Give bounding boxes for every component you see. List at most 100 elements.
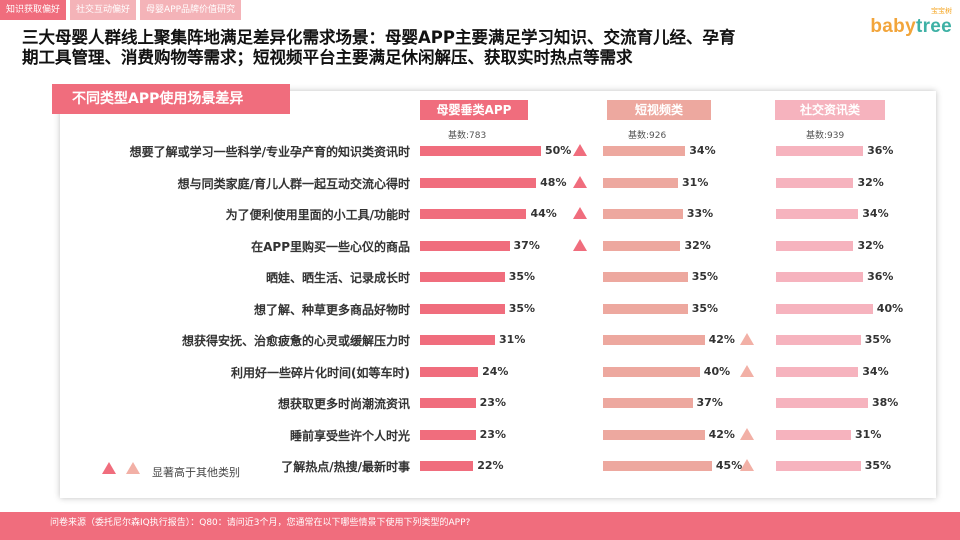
page-title: 三大母婴人群线上聚集阵地满足差异化需求场景：母婴APP主要满足学习知识、交流育儿…	[22, 28, 822, 68]
significance-triangle-icon	[740, 333, 754, 345]
bar	[776, 461, 861, 471]
series-base-2: 基数:939	[806, 131, 845, 141]
value-label: 40%	[876, 301, 904, 315]
legend-triangle-dark-icon	[102, 462, 116, 474]
bar	[420, 398, 476, 408]
value-label: 50%	[545, 144, 572, 157]
value-label: 24%	[482, 364, 509, 378]
value-label: 37%	[696, 396, 723, 409]
significance-triangle-icon	[573, 207, 587, 219]
value-label: 44%	[530, 207, 557, 220]
significance-triangle-icon	[573, 175, 587, 188]
row-label: 在APP里购买一些心仪的商品	[251, 239, 410, 254]
legend-text: 显著高于其他类别	[152, 466, 240, 479]
value-label: 31%	[682, 175, 709, 189]
bar	[776, 335, 861, 345]
series-header-1: 短视频类	[607, 100, 711, 120]
value-label: 35%	[691, 270, 719, 283]
value-label: 38%	[871, 396, 899, 409]
bar	[420, 335, 496, 345]
row-label: 想要了解或学习一些科学/专业孕产育的知识类资讯时	[129, 145, 410, 159]
top-tabs: 知识获取偏好 社交互动偏好 母婴APP品牌价值研究	[0, 0, 245, 20]
row-label: 想了解、种草更多商品好物时	[253, 302, 410, 317]
tab-social[interactable]: 社交互动偏好	[70, 0, 137, 20]
bar	[420, 303, 505, 314]
bar	[776, 272, 864, 282]
tab-brand-value[interactable]: 母婴APP品牌价值研究	[140, 0, 242, 20]
bar	[603, 366, 700, 377]
value-label: 40%	[703, 364, 731, 378]
value-label: 32%	[857, 238, 884, 252]
value-label: 34%	[862, 207, 889, 220]
row-label: 想获得安抚、治愈疲惫的心灵或缓解压力时	[181, 334, 410, 348]
significance-triangle-icon	[573, 144, 587, 156]
chart-title: 不同类型APP使用场景差异	[52, 84, 290, 114]
bar	[603, 335, 705, 345]
bar	[776, 398, 868, 408]
value-label: 23%	[479, 427, 506, 441]
value-label: 45%	[715, 459, 743, 472]
significance-triangle-icon	[740, 364, 754, 377]
logo-english: babytree	[870, 16, 952, 37]
bar	[776, 177, 854, 188]
bar	[776, 209, 859, 219]
bar	[776, 146, 864, 156]
row-label: 睡前享受些许个人时光	[289, 428, 410, 443]
bar	[603, 429, 705, 440]
series-base-1: 基数:926	[628, 131, 667, 141]
bar	[420, 272, 505, 282]
title-line-1: 三大母婴人群线上聚集阵地满足差异化需求场景：母婴APP主要满足学习知识、交流育儿…	[22, 28, 736, 47]
bar	[603, 461, 712, 471]
significance-triangle-icon	[573, 238, 587, 251]
legend-triangle-light-icon	[126, 462, 140, 474]
bar	[420, 240, 510, 251]
series-base-0: 基数:783	[448, 131, 487, 141]
value-label: 34%	[689, 144, 716, 157]
bar	[603, 272, 688, 282]
value-label: 23%	[479, 396, 506, 409]
value-label: 31%	[499, 333, 526, 346]
value-label: 36%	[867, 270, 894, 283]
row-label: 为了便利使用里面的小工具/功能时	[225, 208, 410, 222]
bar	[603, 209, 683, 219]
value-label: 31%	[855, 427, 882, 441]
bar	[420, 461, 474, 471]
bar	[776, 366, 859, 377]
value-label: 36%	[867, 144, 894, 157]
significance-triangle-icon	[740, 459, 754, 471]
value-label: 42%	[708, 333, 735, 346]
value-label: 32%	[857, 175, 884, 189]
value-label: 32%	[684, 238, 711, 252]
bar	[420, 146, 541, 156]
value-label: 35%	[691, 301, 719, 315]
row-label: 晒娃、晒生活、记录成长时	[265, 271, 410, 285]
bar	[420, 429, 476, 440]
logo-chinese: 宝宝树	[931, 7, 952, 15]
tab-knowledge[interactable]: 知识获取偏好	[0, 0, 67, 20]
value-label: 34%	[862, 364, 889, 378]
bar	[603, 240, 681, 251]
value-label: 22%	[477, 459, 504, 472]
value-label: 42%	[708, 427, 735, 441]
series-header-0: 母婴垂类APP	[420, 100, 528, 120]
value-label: 33%	[686, 207, 714, 220]
row-label: 想获取更多时尚潮流资讯	[277, 397, 410, 411]
bar	[603, 177, 679, 188]
significance-triangle-icon	[740, 427, 754, 440]
bar	[776, 429, 852, 440]
bar	[420, 209, 527, 219]
value-label: 35%	[508, 270, 536, 283]
row-label: 利用好一些碎片化时间(如等车时)	[231, 365, 410, 380]
row-label: 想与同类家庭/育儿人群一起互动交流心得时	[177, 176, 410, 191]
title-line-2: 期工具管理、消费购物等需求；短视频平台主要满足休闲解压、获取实时热点等需求	[22, 48, 633, 67]
value-label: 35%	[508, 301, 536, 315]
value-label: 37%	[513, 238, 540, 252]
footer-source: 问卷来源（委托尼尔森IQ执行报告）：Q80：请问近3个月，您通常在以下哪些情景下…	[0, 512, 960, 540]
value-label: 35%	[864, 459, 892, 472]
bar	[603, 146, 686, 156]
series-header-2: 社交资讯类	[775, 100, 885, 120]
bar	[603, 398, 693, 408]
bar	[420, 177, 537, 188]
bar	[776, 240, 854, 251]
value-label: 48%	[540, 175, 567, 189]
